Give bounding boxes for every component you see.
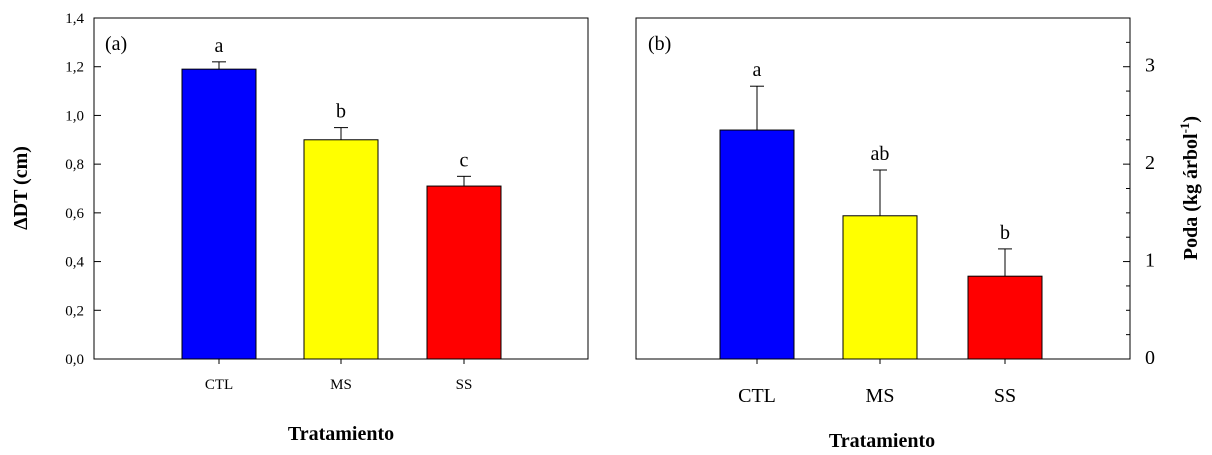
panel-b-ylabel-main: Poda (kg árbol [1180,133,1202,260]
panel-b-significance-ss: b [1000,222,1010,244]
panel-b-bar-ctl [719,129,795,360]
panel-a-xlabel: Tratamiento [288,423,394,445]
panel-a-category-label: CTL [205,377,233,393]
panel-a-ytick-label: 0,6 [65,206,84,222]
panel-a-significance-ms: b [336,101,346,123]
panel-a-category-label: MS [330,377,352,393]
panel-b-ytick-label: 3 [1145,55,1155,77]
panel-b-bar-ss [967,275,1043,360]
panel-b-significance-ctl: a [753,59,762,81]
panel-b-category-label: SS [994,385,1016,407]
panel-b-ytick-label: 1 [1145,250,1155,272]
panel-a-ytick-label: 0,2 [65,303,84,319]
panel-b-xlabel: Tratamiento [829,430,935,452]
panel-a-significance-ctl: a [215,35,224,57]
panel-b-ylabel-sup: -1 [1177,123,1192,134]
panel-a-ytick-label: 1,2 [65,60,84,76]
panel-a: (a) 0,00,20,40,60,81,01,21,4 aCTLbMScSS … [10,11,589,445]
panel-b-ytick-label: 0 [1145,347,1155,369]
panel-a-category-label: SS [456,377,473,393]
panel-a-label: (a) [105,33,127,55]
panel-b-bar-ms [842,215,918,360]
panel-b: (b) 0 1 2 3 a CTL ab MS b SS Tratamiento Poda (k… [635,17,1202,452]
panel-b-ylabel: Poda (kg árbol-1) [1177,116,1202,260]
panel-a-ylabel: ΔDT (cm) [10,146,32,230]
panel-b-ytick-label: 2 [1145,152,1155,174]
panel-a-ytick-label: 1,4 [65,11,84,27]
panel-b-category-label: MS [866,385,895,407]
panel-a-ytick-label: 1,0 [65,108,84,124]
panel-b-ylabel-close: ) [1180,116,1202,123]
panel-a-bar-ctl [181,68,257,360]
panel-a-bar-ms [303,139,379,360]
panel-a-ytick-label: 0,4 [65,255,84,271]
panel-b-significance-ms: ab [871,143,890,165]
panel-b-category-label: CTL [738,385,776,407]
panel-a-ytick-label: 0,0 [65,352,84,368]
panel-a-significance-ss: c [460,149,469,171]
panel-a-ytick-label: 0,8 [65,157,84,173]
panel-a-bar-ss [426,185,502,360]
panel-b-label: (b) [648,33,671,55]
